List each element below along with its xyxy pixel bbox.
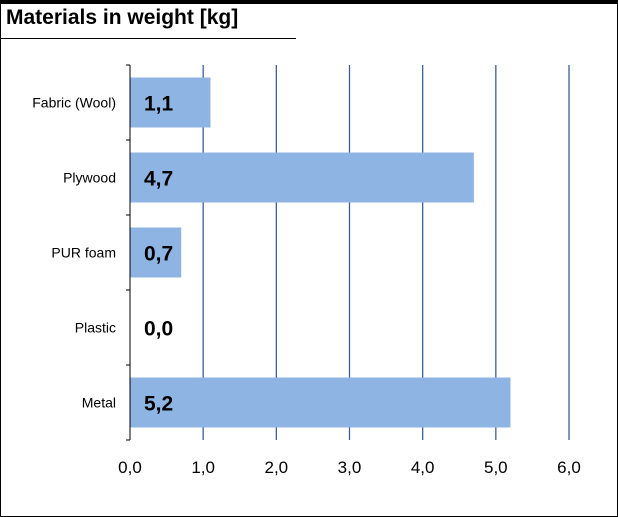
category-label: Metal <box>82 395 116 411</box>
category-label: PUR foam <box>51 245 116 261</box>
x-tick-label: 4,0 <box>411 458 435 477</box>
x-tick-label: 1,0 <box>191 458 215 477</box>
bar <box>130 152 474 203</box>
category-label: Plastic <box>75 320 116 336</box>
top-border <box>0 0 618 4</box>
data-label: 1,1 <box>144 93 174 116</box>
data-label: 0,0 <box>144 318 173 341</box>
category-label: Fabric (Wool) <box>32 95 116 111</box>
category-label: Plywood <box>63 170 116 186</box>
data-label: 5,2 <box>144 393 173 416</box>
x-tick-label: 5,0 <box>484 458 508 477</box>
x-tick-label: 2,0 <box>265 458 289 477</box>
bar <box>130 377 511 428</box>
data-label: 4,7 <box>144 168 173 191</box>
chart-title: Materials in weight [kg] <box>6 6 239 29</box>
title-underline <box>0 38 296 39</box>
x-tick-label: 0,0 <box>118 458 142 477</box>
x-tick-label: 6,0 <box>557 458 581 477</box>
data-label: 0,7 <box>144 243 173 266</box>
bar <box>130 227 182 278</box>
bar <box>130 77 211 128</box>
x-tick-label: 3,0 <box>338 458 362 477</box>
